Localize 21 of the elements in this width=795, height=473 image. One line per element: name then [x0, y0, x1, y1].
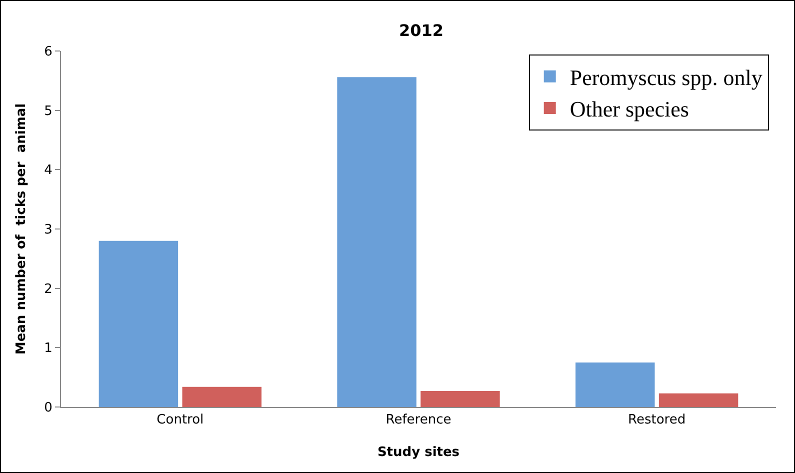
y-tick-label: 3 — [44, 222, 52, 238]
y-tick-label: 1 — [44, 341, 52, 356]
bar — [576, 362, 655, 407]
bar — [182, 386, 262, 407]
legend-label: Other species — [570, 96, 689, 122]
y-tick-label: 2 — [44, 282, 52, 297]
y-axis-title: Mean number of ticks per animal — [14, 103, 29, 355]
bar — [337, 77, 416, 407]
chart-title: 2012 — [399, 20, 444, 40]
bar — [658, 393, 738, 407]
x-tick-label: Reference — [386, 412, 452, 428]
bar — [420, 390, 500, 407]
y-tick-label: 4 — [44, 163, 52, 178]
x-tick-label: Restored — [628, 412, 686, 428]
bar — [98, 240, 178, 407]
legend-label: Peromyscus spp. only — [570, 64, 762, 90]
y-tick-label: 5 — [44, 104, 52, 119]
y-tick-label: 0 — [44, 400, 52, 416]
y-tick-label: 6 — [44, 44, 52, 60]
x-axis-title: Study sites — [377, 445, 460, 460]
x-tick-label: Control — [156, 412, 204, 428]
